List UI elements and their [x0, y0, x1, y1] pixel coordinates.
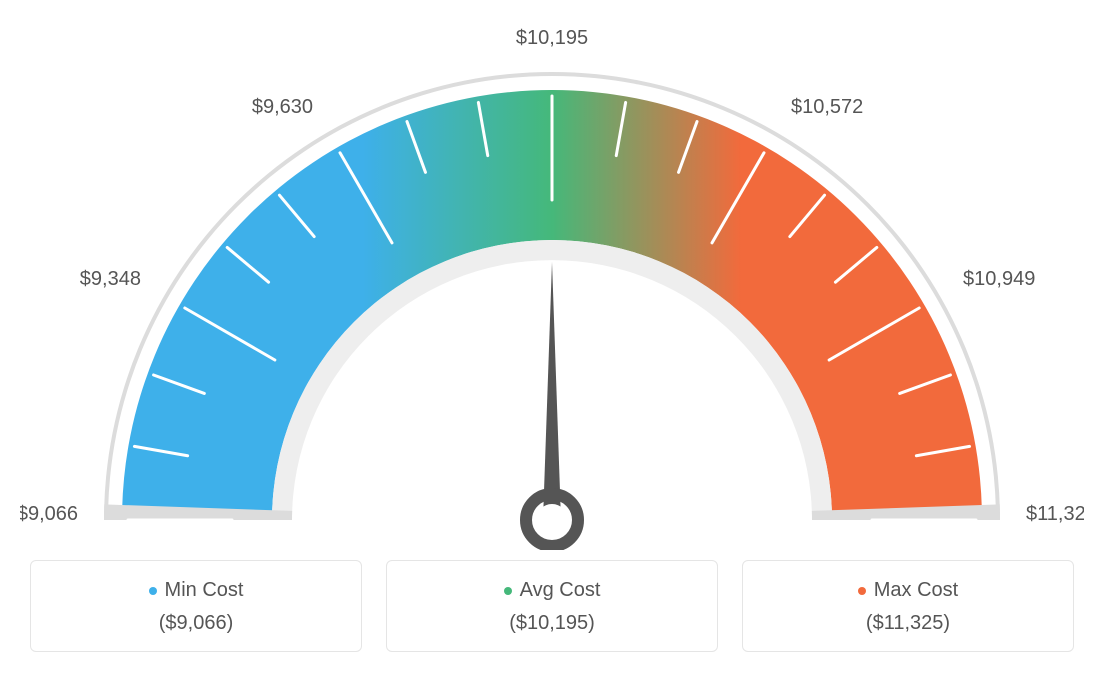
gauge-svg: $9,066 $9,348 $9,630 $10,195 $10,572 $10,949 $… — [20, 20, 1084, 550]
cost-gauge-chart: $9,066 $9,348 $9,630 $10,195 $10,572 $10,949 $… — [20, 20, 1084, 652]
legend-label-avg: Avg Cost — [520, 579, 601, 602]
legend-row: Min Cost ($9,066) Avg Cost ($10,195) Max… — [20, 560, 1084, 652]
gauge-tick-label: $9,630 — [252, 96, 313, 118]
legend-title-avg: Avg Cost — [504, 579, 601, 602]
gauge-tick-label: $9,066 — [20, 503, 78, 525]
gauge-tick-label: $10,949 — [963, 268, 1035, 290]
gauge-tick-label: $11,325 — [1026, 503, 1084, 525]
gauge-needle — [543, 262, 561, 520]
legend-value-max: ($11,325) — [755, 612, 1061, 635]
legend-title-max: Max Cost — [858, 579, 958, 602]
legend-card-max: Max Cost ($11,325) — [742, 560, 1074, 652]
legend-value-avg: ($10,195) — [399, 612, 705, 635]
legend-title-min: Min Cost — [149, 579, 244, 602]
gauge-tick-label: $9,348 — [80, 268, 141, 290]
legend-label-min: Min Cost — [165, 579, 244, 602]
gauge-tick-label: $10,572 — [791, 96, 863, 118]
gauge-area: $9,066 $9,348 $9,630 $10,195 $10,572 $10,949 $… — [20, 20, 1084, 550]
legend-label-max: Max Cost — [874, 579, 958, 602]
legend-card-avg: Avg Cost ($10,195) — [386, 560, 718, 652]
gauge-tick-label: $10,195 — [516, 27, 588, 49]
legend-value-min: ($9,066) — [43, 612, 349, 635]
legend-card-min: Min Cost ($9,066) — [30, 560, 362, 652]
